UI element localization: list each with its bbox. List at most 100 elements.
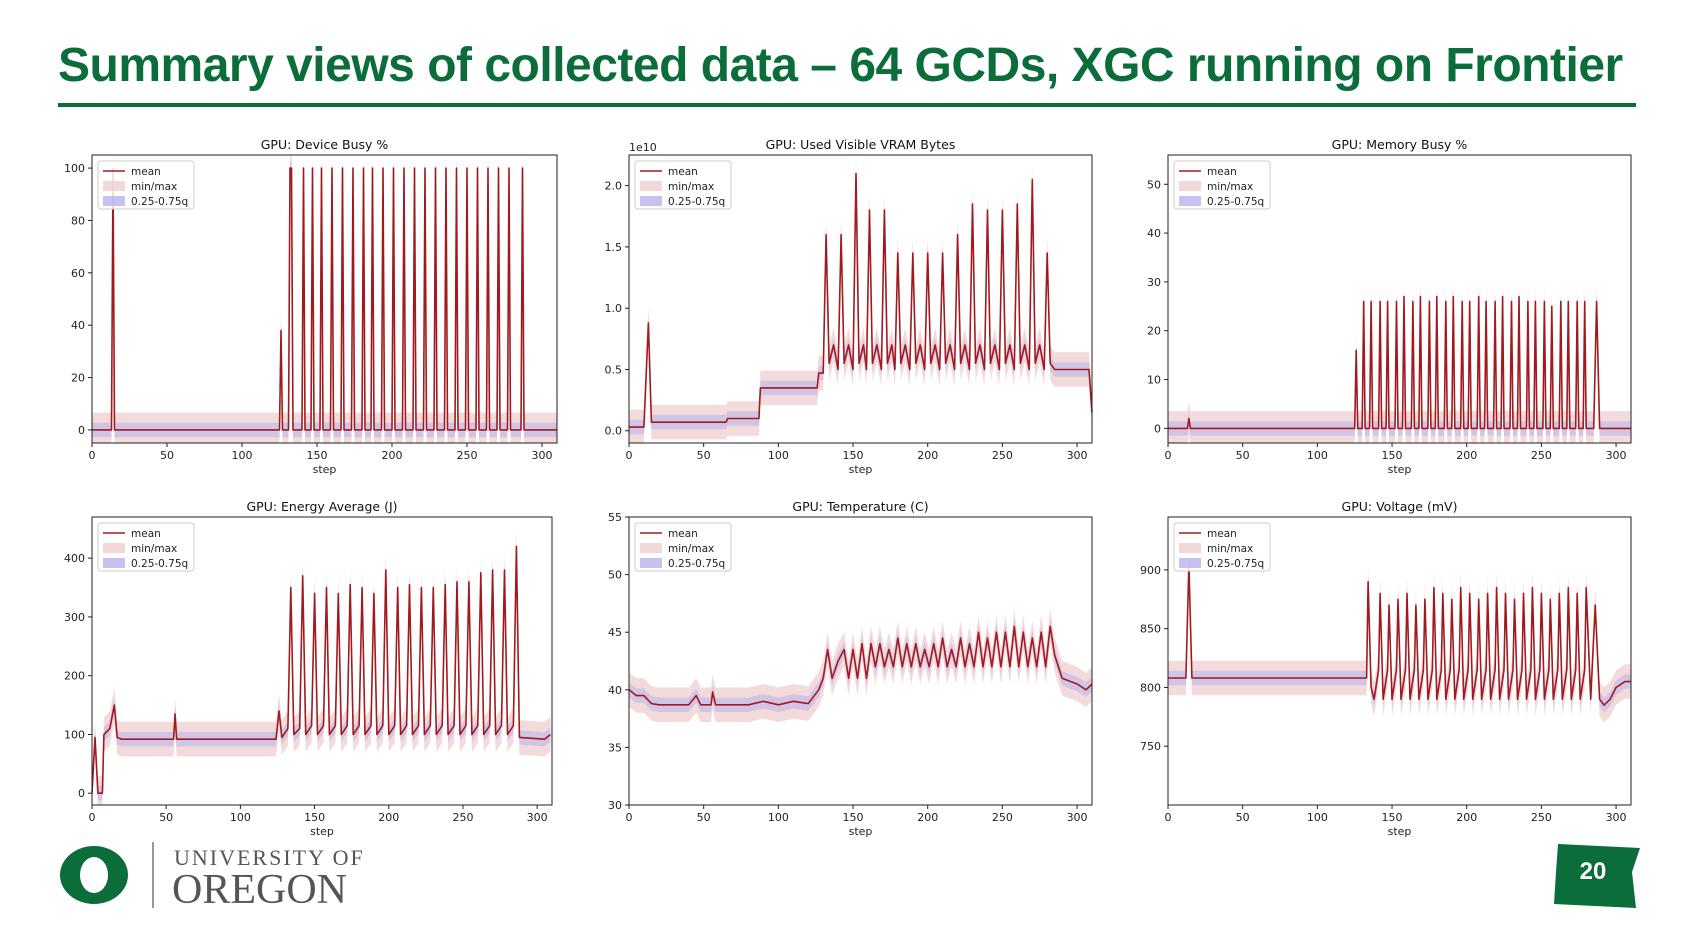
axes-frame (628, 516, 1093, 806)
chart-panel-5: 0 50 100 150 200 250 300 30 35 40 45 50 55 GPU: Tempe… (608, 499, 1093, 838)
x-axis-label: step (1388, 825, 1412, 838)
x-axis-label: step (849, 825, 873, 838)
logo-text-oregon: OREGON (172, 867, 347, 913)
logo-text-university-of: UNIVERSITY OF (174, 845, 365, 870)
x-tick-label: 200 (382, 449, 403, 462)
x-tick-label: 250 (452, 811, 473, 824)
y-tick-label: 100 (64, 162, 85, 175)
legend-label: 0.25-0.75q (131, 196, 188, 208)
axes-frame (1167, 154, 1632, 444)
x-tick-label: 300 (1067, 811, 1088, 824)
legend: mean min/max 0.25-0.75q (97, 160, 195, 210)
chart-panel-2: 0 50 100 150 200 250 300 0.0 0.5 1.0 1.5 2.0 1e10 GPU… (605, 137, 1093, 476)
y-tick-label: 20 (71, 372, 85, 385)
x-tick-label: 300 (527, 811, 548, 824)
x-tick-label: 50 (159, 811, 173, 824)
x-tick-label: 150 (1382, 449, 1403, 462)
x-tick-label: 300 (532, 449, 553, 462)
legend-swatch-minmax (103, 181, 125, 191)
mean-line (629, 172, 1093, 428)
x-tick-label: 200 (917, 449, 938, 462)
legend-label: min/max (131, 543, 177, 555)
y-tick-label: 2.0 (605, 180, 623, 193)
legend-swatch-quantile (1179, 558, 1201, 568)
slide-title: Summary views of collected data – 64 GCD… (58, 39, 1623, 92)
x-tick-label: 250 (1531, 449, 1552, 462)
x-tick-label: 50 (697, 449, 711, 462)
x-axis-label: step (313, 463, 337, 476)
x-tick-label: 300 (1606, 811, 1627, 824)
y-tick-label: 40 (71, 319, 85, 332)
legend: mean min/max 0.25-0.75q (97, 522, 195, 572)
y-tick-label: 10 (1147, 374, 1161, 387)
legend-label: min/max (668, 543, 714, 555)
axes-frame (91, 154, 558, 444)
y-tick-label: 1.5 (605, 241, 623, 254)
legend-swatch-quantile (640, 196, 662, 206)
x-tick-label: 150 (843, 811, 864, 824)
x-tick-label: 100 (1307, 811, 1328, 824)
legend-label: min/max (131, 181, 177, 193)
legend-label: mean (1207, 166, 1237, 178)
y-tick-label: 1.0 (605, 302, 623, 315)
chart-panel-4: 0 50 100 150 200 250 300 0 100 200 300 400 GPU: Ener… (64, 499, 553, 838)
legend: mean min/max 0.25-0.75q (634, 522, 732, 572)
y-tick-label: 0 (1154, 422, 1161, 435)
quantile-band (629, 619, 1092, 712)
quantile-band (629, 166, 1092, 435)
legend-label: min/max (1207, 543, 1253, 555)
y-tick-label: 750 (1140, 740, 1161, 753)
x-axis-label: step (310, 825, 334, 838)
y-scale-label: 1e10 (629, 141, 657, 154)
legend-swatch-quantile (640, 558, 662, 568)
legend-swatch-minmax (640, 181, 662, 191)
y-tick-label: 20 (1147, 325, 1161, 338)
x-tick-label: 250 (457, 449, 478, 462)
x-tick-label: 50 (1236, 811, 1250, 824)
y-tick-label: 30 (1147, 276, 1161, 289)
title-underline (58, 103, 1636, 107)
x-tick-label: 250 (992, 449, 1013, 462)
y-tick-label: 200 (64, 670, 85, 683)
mean-line (1168, 563, 1631, 706)
legend-label: mean (131, 166, 161, 178)
chart-title: GPU: Energy Average (J) (246, 499, 397, 514)
y-tick-label: 100 (64, 728, 85, 741)
page-number: 20 (1579, 858, 1607, 885)
oregon-state-shape-icon (1554, 844, 1640, 908)
chart-title: GPU: Used Visible VRAM Bytes (766, 137, 956, 152)
x-tick-label: 50 (697, 811, 711, 824)
legend-label: mean (668, 166, 698, 178)
x-tick-label: 100 (768, 811, 789, 824)
axes-frame (628, 154, 1093, 444)
legend-swatch-quantile (103, 558, 125, 568)
x-tick-label: 0 (626, 449, 633, 462)
y-tick-label: 40 (1147, 227, 1161, 240)
x-tick-label: 200 (1456, 811, 1477, 824)
x-tick-label: 100 (232, 449, 253, 462)
y-tick-label: 850 (1140, 623, 1161, 636)
x-axis-label: step (1388, 463, 1412, 476)
quantile-band (92, 539, 551, 801)
y-tick-label: 800 (1140, 681, 1161, 694)
legend-label: min/max (1207, 181, 1253, 193)
x-tick-label: 250 (1531, 811, 1552, 824)
y-tick-label: 50 (1147, 178, 1161, 191)
legend-swatch-minmax (103, 543, 125, 553)
chart-panel-1: 0 50 100 150 200 250 300 0 20 40 60 80 100 GPU: Devic… (64, 137, 558, 476)
x-tick-label: 0 (1165, 811, 1172, 824)
minmax-band (629, 609, 1092, 723)
x-tick-label: 200 (917, 811, 938, 824)
x-axis-label: step (849, 463, 873, 476)
x-tick-label: 100 (1307, 449, 1328, 462)
chart-title: GPU: Device Busy % (261, 137, 389, 152)
x-tick-label: 50 (160, 449, 174, 462)
legend-label: min/max (668, 181, 714, 193)
legend-label: 0.25-0.75q (1207, 196, 1264, 208)
axes-frame (91, 516, 553, 806)
minmax-band (629, 156, 1092, 443)
x-tick-label: 300 (1067, 449, 1088, 462)
mean-line (92, 167, 557, 431)
legend-swatch-quantile (103, 196, 125, 206)
x-tick-label: 150 (1382, 811, 1403, 824)
